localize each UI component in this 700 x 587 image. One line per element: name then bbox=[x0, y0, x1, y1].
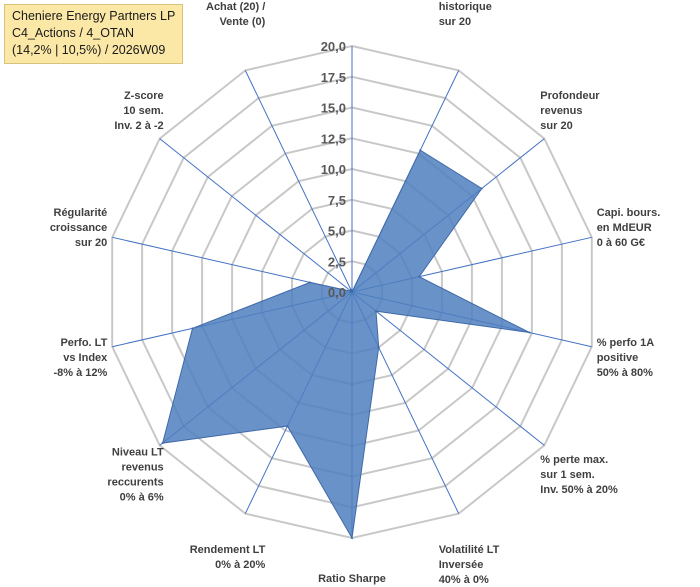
data-point bbox=[286, 425, 289, 428]
axis-label-line: 50% à 80% bbox=[597, 367, 653, 379]
axis-label-line: sur 20 bbox=[439, 16, 471, 28]
axis-label: Volatilité LT Inversée 40% à 0% bbox=[439, 544, 500, 586]
axis-label: % perte max. sur 1 sem. Inv. 50% à 20% bbox=[540, 454, 618, 496]
axis-label: Z-score 10 sem. Inv. 2 à -2 bbox=[114, 90, 163, 132]
axis-label-line: Niveau LT bbox=[112, 447, 164, 459]
axis-label: Profondeur revenus sur 20 bbox=[540, 90, 600, 132]
axis-label-line: vs Index bbox=[63, 352, 108, 364]
axis-label-line: revenus bbox=[121, 462, 163, 474]
axis-label-line: Capi. bours. bbox=[597, 207, 661, 219]
axis-label: Profondeurhistoriquesur 20 bbox=[439, 0, 499, 28]
chart-title: Cheniere Energy Partners LP bbox=[12, 9, 176, 23]
axis-label-line: Profondeur bbox=[540, 90, 600, 102]
axis-label-line: Rendement LT bbox=[190, 544, 266, 556]
data-point bbox=[161, 442, 164, 445]
axis-label-line: 40% à 0% bbox=[439, 574, 489, 586]
axis-label-line: Perfo. LT bbox=[60, 337, 107, 349]
axis-label-line: Volatilité LT bbox=[439, 544, 500, 556]
data-point bbox=[191, 327, 194, 330]
axis-label-line: sur 1 sem. bbox=[540, 469, 594, 481]
tick-label: 0,0 bbox=[328, 285, 346, 300]
axis-spoke bbox=[159, 138, 353, 293]
tick-label: 17,5 bbox=[321, 70, 346, 85]
axis-label-line: 10 sem. bbox=[123, 105, 163, 117]
tick-label: 7,5 bbox=[328, 193, 346, 208]
axis-label: Perfo. LT vs Index -8% à 12% bbox=[53, 337, 108, 379]
tick-label: 20,0 bbox=[321, 39, 346, 54]
axis-label-line: sur 20 bbox=[75, 237, 107, 249]
data-point bbox=[377, 346, 380, 349]
tick-label: 15,0 bbox=[321, 101, 346, 116]
axis-label-line: Inv. 2 à -2 bbox=[114, 120, 163, 132]
axis-label: Capi. bours. en MdEUR 0 à 60 G€ bbox=[597, 207, 661, 249]
data-point bbox=[480, 187, 483, 190]
data-point bbox=[375, 310, 377, 313]
axis-label-line: -8% à 12% bbox=[53, 367, 107, 379]
chart-title-box: Cheniere Energy Partners LP C4_Actions /… bbox=[4, 4, 184, 64]
axis-label: Rendement LT 0% à 20% bbox=[190, 544, 266, 571]
axis-label-line: Z-score bbox=[124, 90, 164, 102]
axis-label-line: Inversée bbox=[439, 559, 484, 571]
tick-label: 10,0 bbox=[321, 162, 346, 177]
axis-label-line: revenus bbox=[540, 105, 582, 117]
data-point bbox=[351, 537, 353, 539]
axis-label-line: % perfo 1A bbox=[597, 337, 655, 349]
tick-label: 12,5 bbox=[321, 131, 346, 146]
axis-label-line: reccurents bbox=[107, 477, 163, 489]
axis-label-line: % perte max. bbox=[540, 454, 608, 466]
axis-label: Niveau LT revenus reccurents 0% à 6% bbox=[107, 447, 164, 504]
data-point bbox=[418, 275, 421, 278]
axis-label: % perfo 1A positive 50% à 80% bbox=[597, 337, 655, 379]
chart-subtitle-stats: (14,2% | 10,5%) / 2026W09 bbox=[12, 43, 166, 57]
axis-label-line: Régularité bbox=[54, 207, 108, 219]
axis-label-line: positive bbox=[597, 352, 639, 364]
axis-label-line: sur 20 bbox=[540, 120, 572, 132]
data-point bbox=[419, 149, 422, 152]
axis-label-line: croissance bbox=[50, 222, 107, 234]
axis-label: MomentumAchat (20) /Vente (0) bbox=[206, 0, 266, 28]
data-point bbox=[309, 281, 311, 284]
tick-label: 2,5 bbox=[328, 254, 346, 269]
axis-spoke bbox=[244, 70, 353, 293]
axis-label-line: 0% à 6% bbox=[120, 492, 164, 504]
axis-label-line: Inv. 50% à 20% bbox=[540, 484, 618, 496]
axis-label-line: 0 à 60 G€ bbox=[597, 237, 645, 249]
data-point bbox=[528, 331, 531, 334]
axis-label-line: Ratio Sharpe bbox=[318, 573, 386, 585]
axis-label-line: Vente (0) bbox=[219, 16, 265, 28]
chart-subtitle-category: C4_Actions / 4_OTAN bbox=[12, 26, 135, 40]
data-point bbox=[349, 288, 352, 291]
series-area bbox=[161, 149, 530, 540]
axis-label-line: en MdEUR bbox=[597, 222, 652, 234]
axis-label: Régularité croissance sur 20 bbox=[50, 207, 107, 249]
axis-label-line: Achat (20) / bbox=[206, 1, 265, 13]
axis-spoke bbox=[351, 291, 545, 446]
axis-label-line: historique bbox=[439, 1, 492, 13]
axis-label: Ratio Sharpe0 à 1 bbox=[318, 573, 386, 587]
tick-label: 5,0 bbox=[328, 224, 346, 239]
axis-label-line: 0% à 20% bbox=[215, 559, 265, 571]
